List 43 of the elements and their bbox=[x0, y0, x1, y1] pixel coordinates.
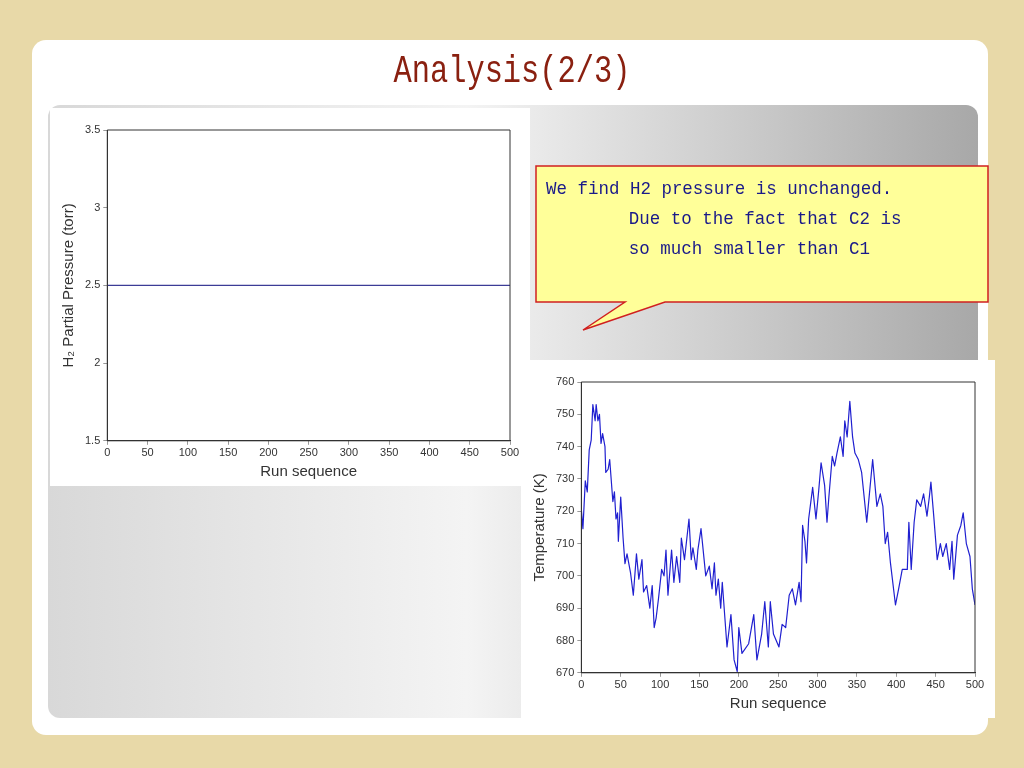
text: We find H2 pressure is unchanged. Due to the fact that C2 is so much smaller than C1 bbox=[546, 177, 902, 262]
x-tick-label: 400 bbox=[420, 446, 439, 459]
y-tick-label: 2.5 bbox=[84, 278, 101, 291]
x-tick-label: 0 bbox=[104, 446, 111, 459]
x-tick-label: 500 bbox=[500, 446, 520, 459]
x-tick-label: 50 bbox=[614, 678, 627, 691]
y-tick-label: 730 bbox=[555, 471, 575, 484]
x-tick-label: 350 bbox=[847, 678, 867, 691]
x-tick-label: 300 bbox=[808, 678, 827, 691]
y-tick-label: 720 bbox=[555, 504, 575, 517]
x-tick-label: 250 bbox=[299, 446, 318, 459]
y-axis-title: Temperature (K) bbox=[530, 473, 548, 582]
x-tick-label: 100 bbox=[650, 678, 670, 691]
y-tick-label: 710 bbox=[555, 536, 575, 549]
y-axis-title: H₂ Partial Pressure (torr) bbox=[59, 203, 77, 368]
x-axis-title: Run sequence bbox=[729, 694, 827, 712]
x-tick-label: 450 bbox=[926, 678, 945, 691]
x-tick-label: 200 bbox=[729, 678, 748, 691]
x-tick-label: 400 bbox=[887, 678, 906, 691]
y-tick-label: 740 bbox=[555, 439, 575, 452]
y-tick-label: 680 bbox=[555, 633, 575, 646]
x-tick-label: 300 bbox=[339, 446, 359, 459]
y-tick-label: 3 bbox=[94, 200, 101, 213]
x-tick-label: 200 bbox=[259, 446, 278, 459]
x-tick-label: 100 bbox=[178, 446, 198, 459]
y-tick-label: 1.5 bbox=[84, 433, 101, 446]
x-tick-label: 150 bbox=[218, 446, 238, 459]
y-tick-label: 3.5 bbox=[84, 123, 101, 136]
y-tick-label: 760 bbox=[555, 375, 575, 388]
x-tick-label: 450 bbox=[460, 446, 479, 459]
x-tick-label: 500 bbox=[965, 678, 985, 691]
x-axis-title: Run sequence bbox=[260, 462, 358, 480]
x-tick-label: 250 bbox=[769, 678, 788, 691]
y-tick-label: 670 bbox=[555, 665, 575, 678]
x-tick-label: 0 bbox=[578, 678, 585, 691]
x-tick-label: 150 bbox=[690, 678, 709, 691]
x-tick-label: 50 bbox=[141, 446, 154, 459]
chart-title: Analysis(2/3) bbox=[392, 50, 632, 93]
y-tick-label: 2 bbox=[94, 356, 101, 369]
x-tick-label: 350 bbox=[380, 446, 399, 459]
y-tick-label: 750 bbox=[555, 407, 575, 420]
y-tick-label: 700 bbox=[555, 568, 575, 581]
y-tick-label: 690 bbox=[555, 601, 575, 614]
